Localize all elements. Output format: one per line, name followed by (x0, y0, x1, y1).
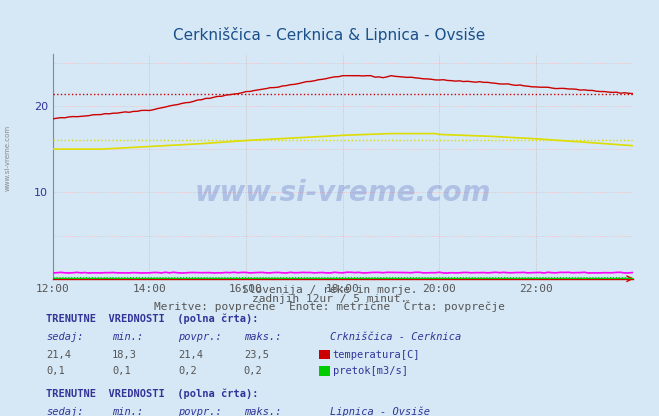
Text: sedaj:: sedaj: (46, 332, 84, 342)
Text: min.:: min.: (112, 332, 143, 342)
Text: 0,1: 0,1 (112, 366, 130, 376)
Text: sedaj:: sedaj: (46, 407, 84, 416)
Text: 23,5: 23,5 (244, 350, 269, 360)
Text: pretok[m3/s]: pretok[m3/s] (333, 366, 408, 376)
Text: maks.:: maks.: (244, 332, 281, 342)
Text: 18,3: 18,3 (112, 350, 137, 360)
Text: maks.:: maks.: (244, 407, 281, 416)
Text: 21,4: 21,4 (178, 350, 203, 360)
Text: Crkniščica - Cerknica: Crkniščica - Cerknica (330, 332, 461, 342)
Text: www.si-vreme.com: www.si-vreme.com (194, 179, 491, 207)
Text: zadnjih 12ur / 5 minut.: zadnjih 12ur / 5 minut. (252, 294, 407, 304)
Text: min.:: min.: (112, 407, 143, 416)
Text: www.si-vreme.com: www.si-vreme.com (5, 125, 11, 191)
Text: povpr.:: povpr.: (178, 407, 221, 416)
Text: 0,1: 0,1 (46, 366, 65, 376)
Text: Cerkniščica - Cerknica & Lipnica - Ovsiše: Cerkniščica - Cerknica & Lipnica - Ovsiš… (173, 27, 486, 43)
Text: TRENUTNE  VREDNOSTI  (polna črta):: TRENUTNE VREDNOSTI (polna črta): (46, 389, 258, 399)
Text: Meritve: povprečne  Enote: metrične  Črta: povprečje: Meritve: povprečne Enote: metrične Črta:… (154, 300, 505, 312)
Text: Lipnica - Ovsiše: Lipnica - Ovsiše (330, 406, 430, 416)
Text: Slovenija / reke in morje.: Slovenija / reke in morje. (242, 285, 417, 295)
Text: 0,2: 0,2 (244, 366, 262, 376)
Text: 21,4: 21,4 (46, 350, 71, 360)
Text: povpr.:: povpr.: (178, 332, 221, 342)
Text: 0,2: 0,2 (178, 366, 196, 376)
Text: temperatura[C]: temperatura[C] (333, 350, 420, 360)
Text: TRENUTNE  VREDNOSTI  (polna črta):: TRENUTNE VREDNOSTI (polna črta): (46, 314, 258, 324)
